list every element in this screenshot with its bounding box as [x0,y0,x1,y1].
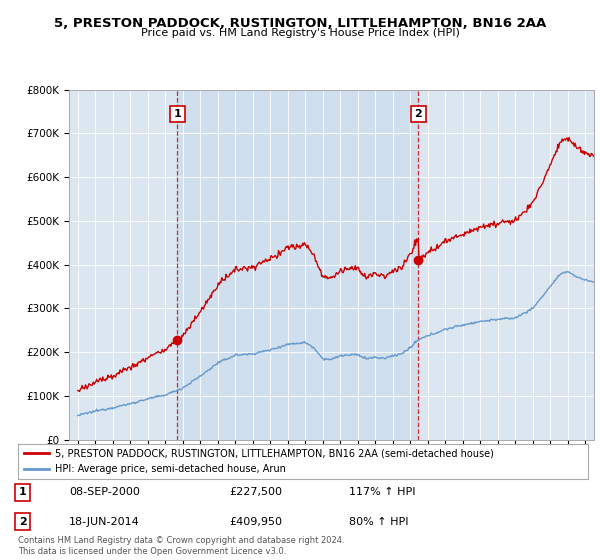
Text: 80% ↑ HPI: 80% ↑ HPI [349,517,408,527]
Text: 08-SEP-2000: 08-SEP-2000 [70,487,140,497]
Text: 1: 1 [19,487,26,497]
Text: £227,500: £227,500 [229,487,282,497]
Text: 2: 2 [415,109,422,119]
Text: 5, PRESTON PADDOCK, RUSTINGTON, LITTLEHAMPTON, BN16 2AA: 5, PRESTON PADDOCK, RUSTINGTON, LITTLEHA… [54,17,546,30]
Text: £409,950: £409,950 [229,517,282,527]
Text: 18-JUN-2014: 18-JUN-2014 [70,517,140,527]
Text: 117% ↑ HPI: 117% ↑ HPI [349,487,415,497]
Text: HPI: Average price, semi-detached house, Arun: HPI: Average price, semi-detached house,… [55,464,286,474]
Bar [178,90,418,440]
Text: Contains HM Land Registry data © Crown copyright and database right 2024.
This d: Contains HM Land Registry data © Crown c… [18,536,344,556]
Text: 5, PRESTON PADDOCK, RUSTINGTON, LITTLEHAMPTON, BN16 2AA (semi-detached house): 5, PRESTON PADDOCK, RUSTINGTON, LITTLEHA… [55,448,494,458]
Text: 2: 2 [19,517,26,527]
Text: Price paid vs. HM Land Registry's House Price Index (HPI): Price paid vs. HM Land Registry's House … [140,28,460,38]
Text: 1: 1 [173,109,181,119]
